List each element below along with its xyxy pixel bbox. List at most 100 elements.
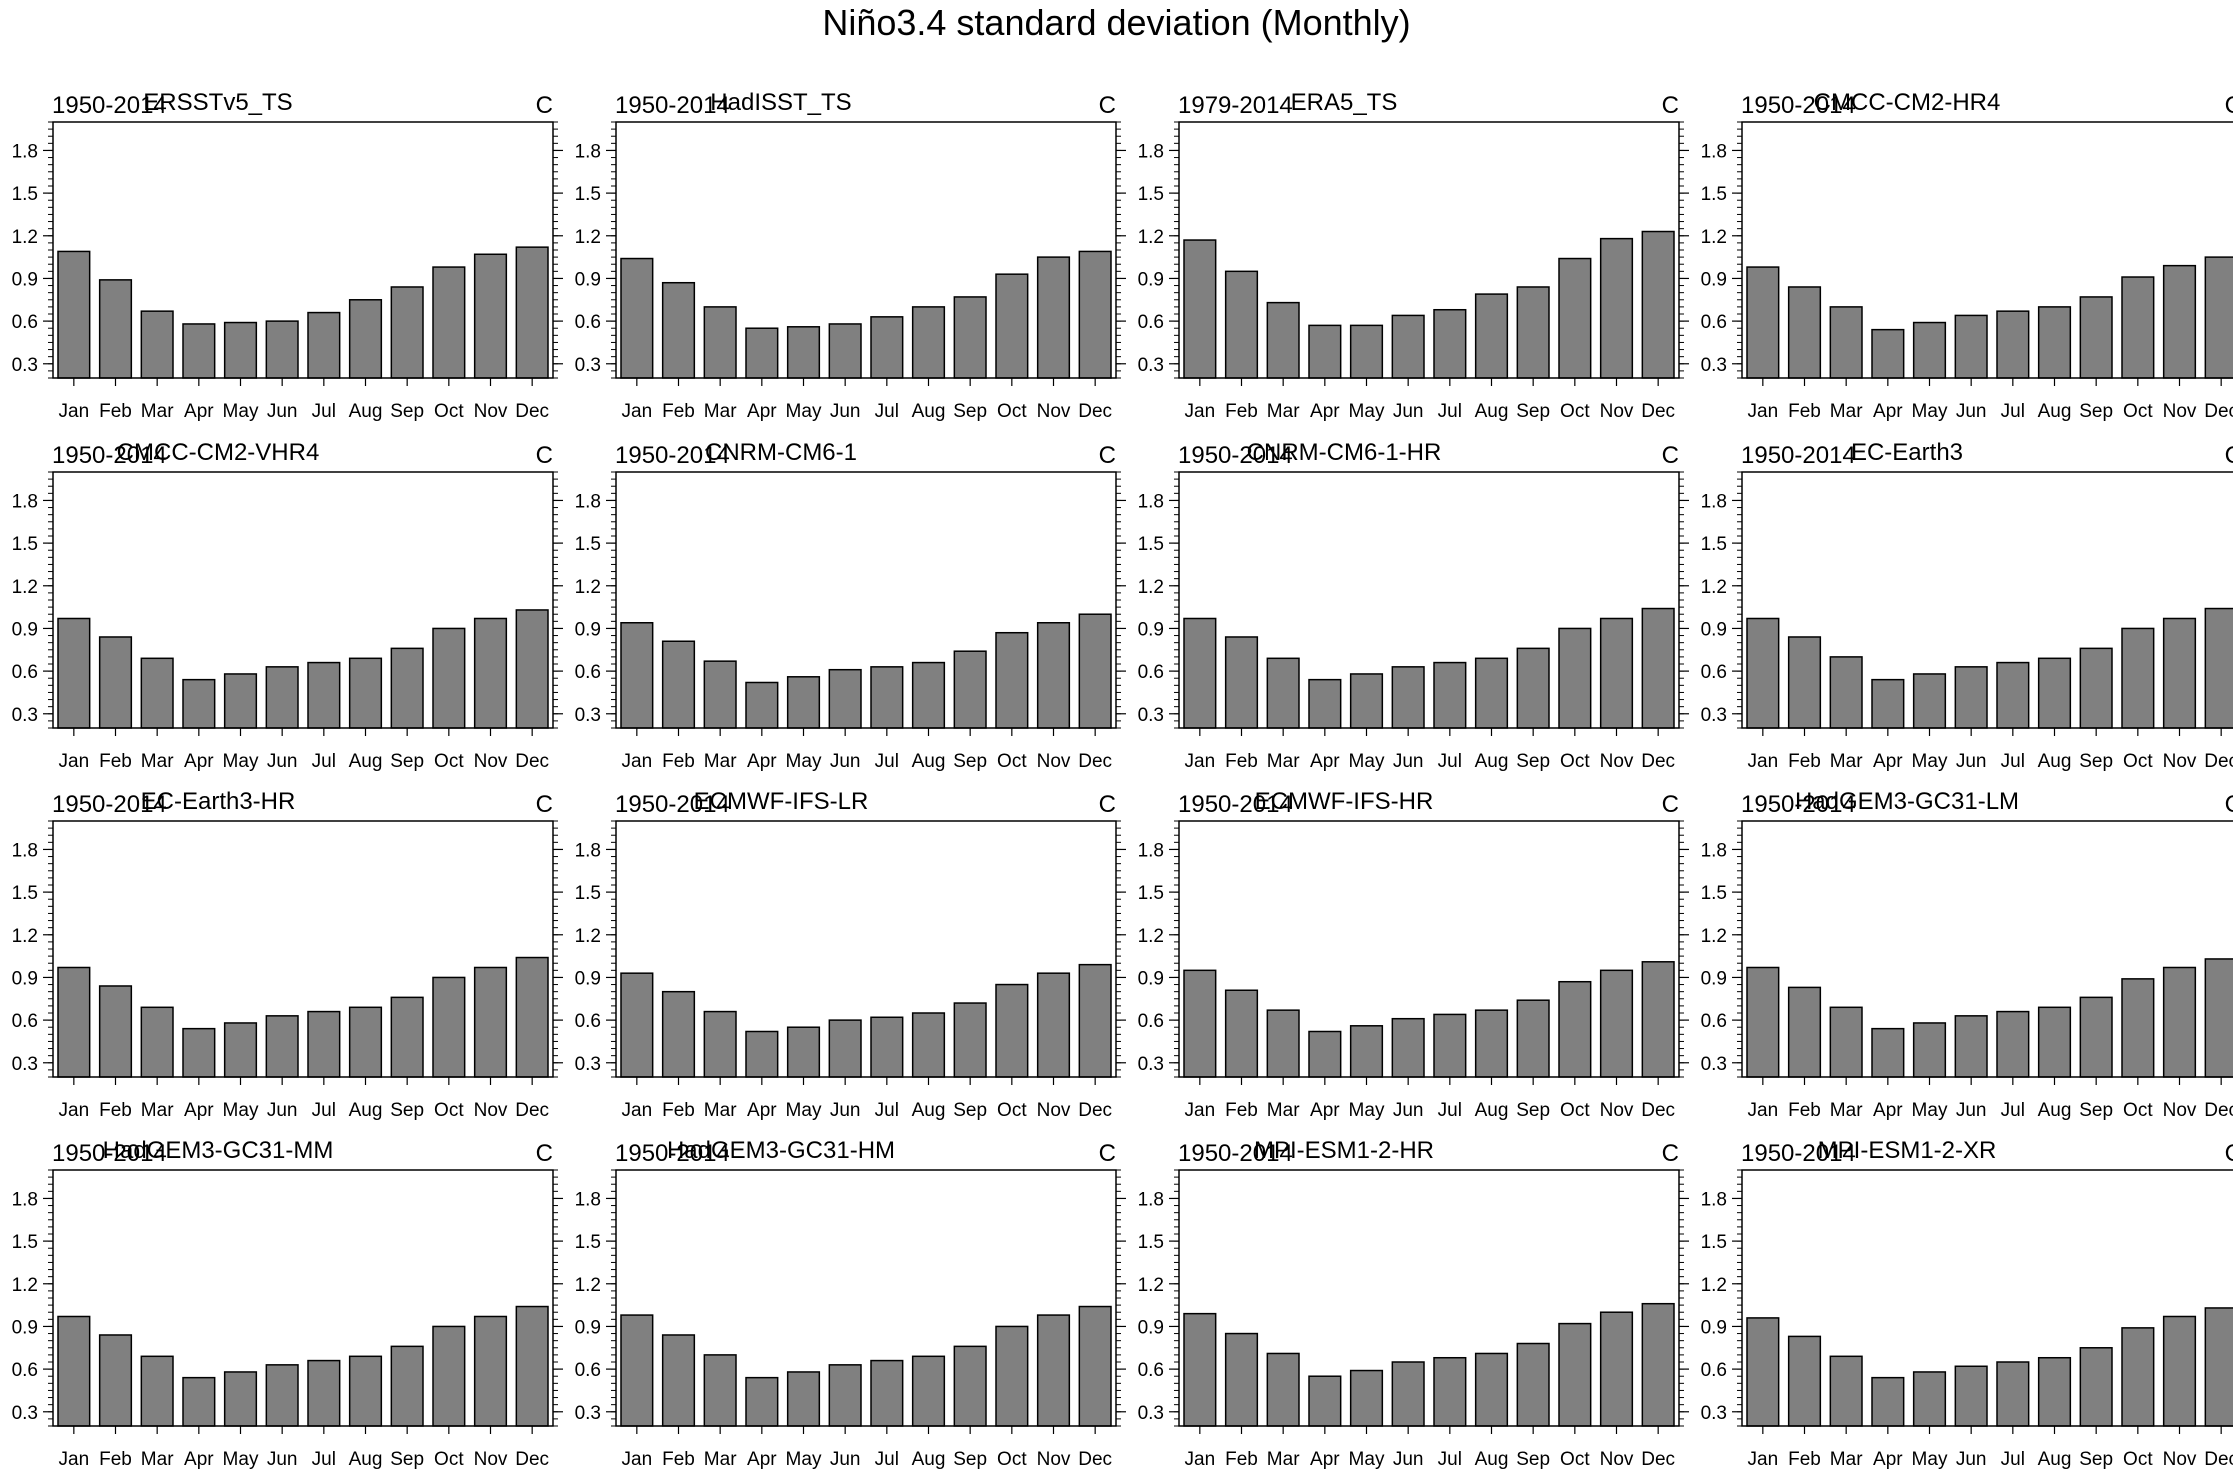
bar-may xyxy=(1912,1022,1947,1078)
bar-oct xyxy=(2121,1327,2155,1427)
bar-jul xyxy=(1433,308,1467,379)
y-tick-label: 0.3 xyxy=(1701,1054,1727,1075)
bar-mar xyxy=(140,310,174,379)
x-tick-label: Feb xyxy=(1225,751,1258,772)
x-tick-label: Sep xyxy=(2079,1449,2113,1470)
y-tick-label: 0.9 xyxy=(12,619,38,640)
x-tick-label: Mar xyxy=(1267,1100,1300,1121)
x-tick-label: Nov xyxy=(2163,1100,2197,1121)
bar-apr xyxy=(1308,324,1342,379)
y-tick-label: 0.3 xyxy=(575,705,601,726)
y-tick-label: 1.8 xyxy=(1701,491,1727,512)
bar-jun xyxy=(1391,1017,1425,1078)
x-tick-label: Feb xyxy=(662,1449,695,1470)
bar-mar xyxy=(703,306,737,379)
x-tick-label: May xyxy=(786,751,822,772)
y-tick-label: 1.5 xyxy=(12,184,38,205)
x-tick-label: Jan xyxy=(59,751,90,772)
x-tick-label: Jan xyxy=(59,1100,90,1121)
bar-aug xyxy=(911,1355,946,1427)
bar-jul xyxy=(1996,1010,2030,1078)
x-tick-label: Jul xyxy=(1438,1100,1462,1121)
y-tick-label: 1.5 xyxy=(12,1232,38,1253)
y-tick-label: 0.9 xyxy=(12,269,38,290)
bar-mar xyxy=(1829,1355,1863,1427)
x-tick-label: Jul xyxy=(2001,1100,2025,1121)
y-tick-label: 0.3 xyxy=(12,355,38,376)
x-tick-label: Mar xyxy=(704,751,737,772)
bar-jun xyxy=(828,323,862,379)
y-tick-label: 1.2 xyxy=(1701,926,1727,947)
panel-period-label: 1950-2014 xyxy=(1178,791,1293,818)
x-tick-label: Sep xyxy=(1516,401,1550,422)
y-tick-label: 0.6 xyxy=(575,1011,601,1032)
bar-apr xyxy=(1871,678,1905,729)
bar-oct xyxy=(995,631,1029,729)
x-tick-label: Mar xyxy=(1830,1449,1863,1470)
x-tick-label: Jun xyxy=(830,751,861,772)
bar-may xyxy=(223,673,258,729)
bar-jun xyxy=(265,666,299,729)
bar-jul xyxy=(870,1359,904,1427)
x-tick-label: Apr xyxy=(1873,1100,1903,1121)
x-tick-label: Nov xyxy=(474,401,508,422)
bar-oct xyxy=(2121,627,2155,729)
x-tick-label: Apr xyxy=(1873,1449,1903,1470)
panel-title: HadGEM3-GC31-LM xyxy=(1795,788,2019,815)
x-tick-label: May xyxy=(1349,1449,1385,1470)
x-tick-label: Jan xyxy=(1748,1100,1779,1121)
x-tick-label: Mar xyxy=(1267,401,1300,422)
bar-oct xyxy=(1558,980,1592,1078)
x-tick-label: Jul xyxy=(312,1100,336,1121)
bar-nov xyxy=(1599,237,1634,379)
panel-units-label: C xyxy=(536,442,553,469)
x-tick-label: May xyxy=(1349,1100,1385,1121)
bar-jul xyxy=(870,1016,904,1078)
bar-oct xyxy=(995,983,1029,1078)
x-tick-label: Sep xyxy=(953,1100,987,1121)
bar-jan xyxy=(620,1314,654,1427)
x-tick-label: Oct xyxy=(2123,401,2153,422)
x-tick-label: Oct xyxy=(997,751,1027,772)
x-tick-label: Dec xyxy=(515,1100,549,1121)
panel-period-label: 1979-2014 xyxy=(1178,92,1293,119)
y-tick-label: 1.8 xyxy=(1138,840,1164,861)
x-tick-label: Mar xyxy=(141,1449,174,1470)
panel-units-label: C xyxy=(2225,92,2233,119)
x-tick-label: Aug xyxy=(912,751,946,772)
bar-sep xyxy=(2079,296,2113,379)
panel-title: ERA5_TS xyxy=(1291,89,1398,116)
y-tick-label: 0.6 xyxy=(12,312,38,333)
panel-title: EC-Earth3-HR xyxy=(141,788,296,815)
y-tick-label: 0.3 xyxy=(1138,705,1164,726)
panel-period-label: 1950-2014 xyxy=(1178,1140,1293,1167)
bar-jan xyxy=(1183,617,1217,729)
x-tick-label: Oct xyxy=(434,401,464,422)
x-tick-label: Oct xyxy=(2123,751,2153,772)
x-tick-label: May xyxy=(1912,751,1948,772)
bar-may xyxy=(1349,324,1384,379)
panel-units-label: C xyxy=(1099,791,1116,818)
bar-apr xyxy=(182,1027,216,1078)
bar-dec xyxy=(515,246,549,379)
bar-jun xyxy=(265,320,299,379)
bar-feb xyxy=(1224,636,1259,729)
y-tick-label: 1.5 xyxy=(1138,1232,1164,1253)
x-tick-label: Jun xyxy=(830,401,861,422)
y-tick-label: 0.6 xyxy=(1701,1360,1727,1381)
x-tick-label: Nov xyxy=(474,751,508,772)
bar-jan xyxy=(57,250,91,379)
x-tick-label: Jul xyxy=(1438,401,1462,422)
x-tick-label: Mar xyxy=(1267,751,1300,772)
x-tick-label: Dec xyxy=(515,401,549,422)
y-tick-label: 1.8 xyxy=(12,491,38,512)
x-tick-label: May xyxy=(786,401,822,422)
x-tick-label: Oct xyxy=(434,751,464,772)
y-tick-label: 1.2 xyxy=(12,577,38,598)
x-tick-label: Apr xyxy=(184,751,214,772)
bar-jun xyxy=(265,1015,299,1078)
x-tick-label: Apr xyxy=(184,1100,214,1121)
